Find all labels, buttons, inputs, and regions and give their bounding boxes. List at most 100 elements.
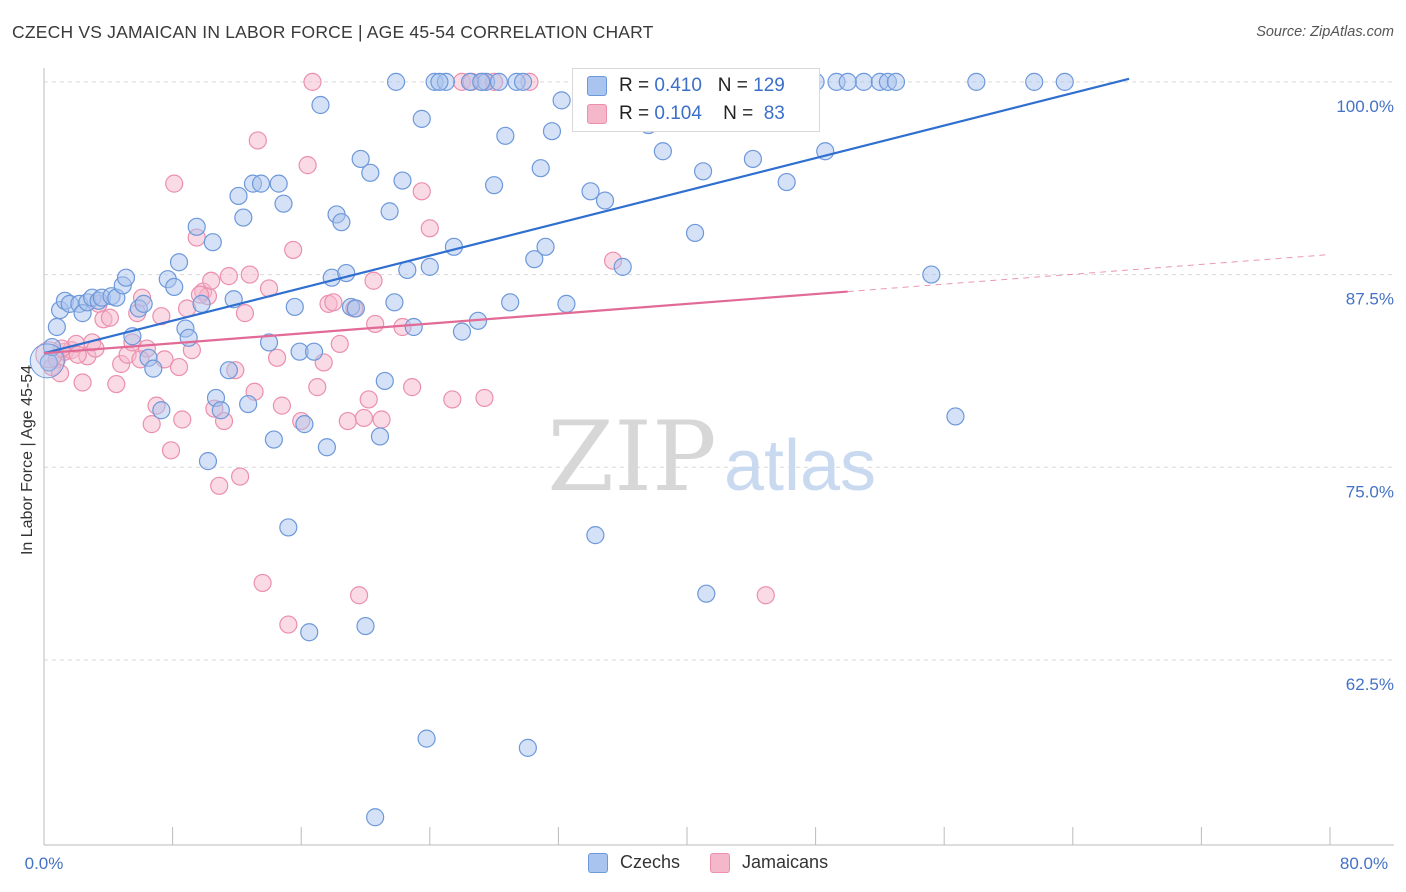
- series-legend: Czechs Jamaicans: [588, 852, 858, 873]
- jamaican-trend-line: [43, 290, 848, 355]
- tick-labels: 62.5% 75.0% 87.5% 100.0% 0.0% 80.0%: [25, 97, 1394, 873]
- y-tick-label-75: 75.0%: [1346, 482, 1394, 501]
- jamaican-point: [165, 174, 184, 193]
- czech-point: [300, 623, 319, 642]
- czech-n-value: 129: [753, 75, 785, 96]
- jamaican-point: [210, 476, 229, 495]
- jamaican-trend-extension: [847, 254, 1331, 293]
- czech-point: [366, 808, 385, 827]
- czech-point: [385, 293, 404, 312]
- czech-point: [169, 253, 189, 272]
- correlation-legend: R = 0.410 N = 129 R = 0.104 N = 83: [572, 68, 820, 132]
- jamaican-point: [142, 415, 161, 434]
- czech-point: [613, 257, 632, 276]
- czech-point: [295, 415, 314, 434]
- czech-point: [346, 299, 365, 318]
- grid-lines: [44, 81, 1394, 661]
- czech-point: [47, 317, 66, 337]
- czech-point: [693, 162, 713, 181]
- trend-lines: [43, 77, 1331, 355]
- czech-point: [420, 257, 439, 276]
- czech-point: [967, 72, 986, 91]
- legend-label-czechs: Czechs: [620, 852, 681, 872]
- czech-point: [430, 72, 449, 91]
- jamaican-point: [219, 267, 238, 286]
- jamaican-point: [364, 271, 383, 290]
- czech-point: [380, 202, 399, 221]
- legend-item-czechs[interactable]: Czechs: [588, 852, 680, 873]
- jamaican-r-value: 0.104: [654, 103, 702, 124]
- czech-point: [269, 174, 288, 193]
- legend-row-czech: R = 0.410 N = 129: [587, 74, 785, 98]
- jamaican-point: [68, 345, 87, 364]
- czech-point: [187, 217, 206, 236]
- watermark-zip: ZIP: [547, 401, 716, 513]
- czech-point: [375, 371, 394, 391]
- czech-point: [279, 518, 298, 537]
- czech-point: [219, 361, 238, 380]
- jamaican-point: [248, 131, 267, 150]
- czech-point: [311, 95, 330, 115]
- jamaican-point: [152, 307, 171, 326]
- jamaican-point: [366, 314, 385, 334]
- czech-point: [251, 174, 271, 193]
- jamaican-point: [354, 408, 373, 428]
- czech-point: [777, 172, 796, 192]
- czech-point: [685, 223, 705, 243]
- czech-point: [586, 526, 605, 545]
- czech-point: [922, 265, 941, 284]
- jamaican-point: [420, 219, 439, 238]
- czech-point: [361, 163, 380, 182]
- czech-swatch: [587, 76, 607, 96]
- jamaican-point: [107, 374, 126, 394]
- jamaicans-swatch: [710, 852, 731, 873]
- czech-point: [838, 72, 857, 91]
- czech-point: [946, 407, 965, 426]
- czech-point: [1055, 72, 1074, 91]
- jamaican-point: [330, 334, 349, 354]
- y-tick-label-100: 100.0%: [1336, 97, 1394, 116]
- czech-point: [234, 208, 253, 227]
- jamaican-point: [308, 378, 327, 397]
- czech-point: [501, 293, 520, 312]
- jamaican-point: [475, 388, 494, 408]
- jamaican-point: [372, 410, 391, 429]
- jamaican-point: [284, 240, 303, 260]
- czech-point: [854, 72, 873, 91]
- y-tick-label-62-5: 62.5%: [1346, 675, 1394, 694]
- czech-point: [144, 359, 163, 378]
- x-tick-label-min: 0.0%: [25, 854, 64, 873]
- legend-item-jamaicans[interactable]: Jamaicans: [710, 852, 828, 873]
- czech-point: [743, 149, 763, 169]
- jamaican-point: [235, 304, 255, 323]
- jamaican-point: [173, 410, 192, 429]
- czech-point: [370, 427, 390, 446]
- jamaican-point: [349, 586, 369, 605]
- jamaican-point: [161, 441, 181, 460]
- czech-point: [886, 72, 906, 91]
- jamaican-point: [324, 293, 343, 312]
- jamaican-n-label: N =: [723, 103, 754, 124]
- jamaican-swatch: [587, 104, 607, 124]
- czech-points: [29, 72, 1074, 827]
- jamaican-point: [756, 586, 775, 605]
- czech-point: [513, 72, 533, 91]
- czech-point: [536, 237, 555, 256]
- czech-point: [489, 72, 509, 91]
- czech-point: [165, 277, 184, 297]
- jamaican-point: [240, 265, 259, 284]
- czech-point: [304, 342, 324, 361]
- czech-r-value: 0.410: [654, 75, 702, 96]
- czech-point: [274, 194, 293, 213]
- jamaican-point: [359, 390, 378, 409]
- jamaican-n-value: 83: [763, 103, 785, 124]
- czech-point: [485, 176, 504, 195]
- czech-point: [697, 584, 716, 603]
- jamaican-point: [272, 396, 292, 415]
- czech-point: [557, 294, 576, 313]
- czech-point: [1025, 72, 1044, 91]
- czech-n-label: N =: [717, 75, 748, 96]
- jamaican-point: [403, 378, 422, 397]
- x-tick-label-max: 80.0%: [1340, 854, 1388, 873]
